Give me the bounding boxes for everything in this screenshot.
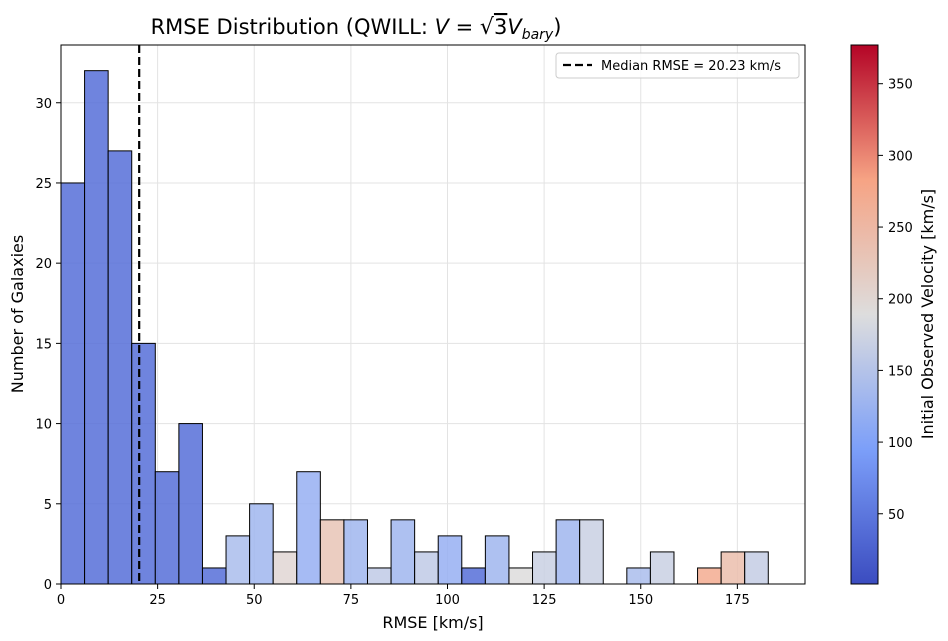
histogram-bar [154,471,180,585]
histogram-bar [319,519,345,585]
histogram-bar [366,567,392,585]
histogram-bar [579,519,604,585]
histogram-bar [720,551,746,585]
histogram-bar [296,471,321,585]
plot-area [60,44,806,585]
histogram-bar [508,567,534,585]
histogram-bar [343,519,368,585]
y-tick-label: 20 [35,257,52,272]
legend: Median RMSE = 20.23 km/s [555,52,800,79]
colorbar-label: Initial Observed Velocity [km/s] [918,189,937,439]
histogram-bar [84,70,109,585]
colorbar-tick-label: 100 [888,436,913,451]
x-tick-label: 0 [57,593,65,608]
colorbar-tick-label: 50 [888,508,905,523]
y-tick-label: 15 [35,337,52,352]
x-tick-label: 50 [246,593,263,608]
histogram-bar [131,342,156,585]
x-tick-label: 75 [343,593,360,608]
histogram-bar [390,519,416,585]
histogram-bar [532,551,557,585]
histogram-bar [461,567,486,585]
y-tick-label: 30 [35,97,52,112]
x-tick-label: 125 [532,593,557,608]
chart-title: RMSE Distribution (QWILL: V = √3Vbary) [151,15,562,43]
histogram-bar [555,519,581,585]
histogram-bar [272,551,298,585]
colorbar-ticks: 50 100 150 200 250 300 350 [878,78,913,523]
y-axis-label: Number of Galaxies [8,235,27,393]
histogram-bar [649,551,675,585]
colorbar-tick-label: 200 [888,293,913,308]
colorbar-tick-label: 250 [888,221,913,236]
plot-frame [60,44,806,585]
histogram-bar [414,551,439,585]
histogram-bar [626,567,651,585]
histogram-bars [60,70,769,585]
histogram-bar [437,535,463,585]
y-tick-label: 25 [35,177,52,192]
x-tick-label: 175 [725,593,750,608]
colorbar-tick-label: 350 [888,78,913,93]
histogram-bar [178,423,203,585]
histogram-bar [484,535,510,585]
histogram-bar [60,182,86,585]
x-axis: 0 25 50 75 100 125 150 175 [57,584,750,608]
histogram-bar [697,567,722,585]
histogram-bar [225,535,251,585]
y-axis: 0 5 10 15 20 25 30 [35,97,61,593]
legend-box [555,52,800,79]
y-tick-label: 5 [44,498,52,513]
colorbar-tick-label: 150 [888,364,913,379]
histogram-bar [744,551,769,585]
histogram-bar [249,503,274,585]
colorbar: 50 100 150 200 250 300 350 Initial Observed Ve… [850,44,937,585]
x-axis-label: RMSE [km/s] [382,613,483,632]
x-tick-label: 150 [628,593,653,608]
legend-median-label: Median RMSE = 20.23 km/s [601,59,781,74]
colorbar-gradient [850,44,879,585]
histogram-bar [201,567,227,585]
y-tick-label: 10 [35,418,52,433]
y-tick-label: 0 [44,578,52,593]
x-tick-label: 100 [435,593,460,608]
histogram-bar [107,150,133,585]
x-tick-label: 25 [149,593,166,608]
colorbar-tick-label: 300 [888,149,913,164]
